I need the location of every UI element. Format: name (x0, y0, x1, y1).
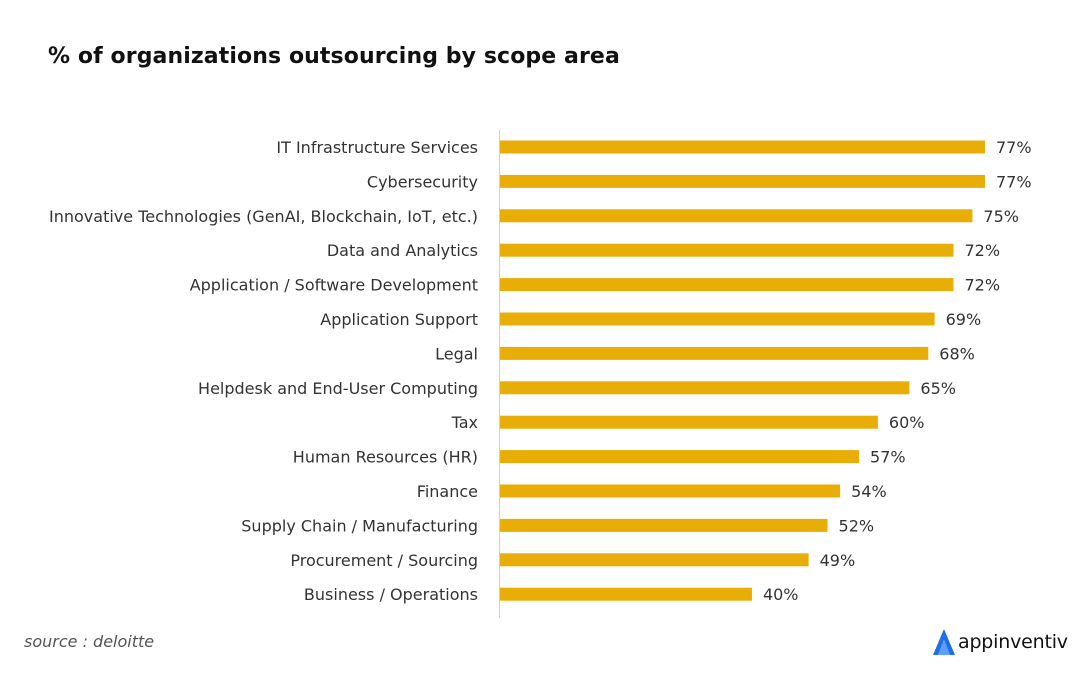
bar (500, 587, 752, 601)
bar (500, 278, 954, 292)
data-label: 77% (996, 172, 1032, 191)
chart-title: % of organizations outsourcing by scope … (48, 44, 620, 69)
data-label: 49% (820, 551, 856, 570)
data-label: 52% (839, 516, 875, 535)
category-label: Human Resources (HR) (293, 448, 478, 467)
brand-logo: appinventiv (932, 628, 1068, 656)
data-label: 72% (965, 276, 1001, 295)
data-label: 69% (946, 310, 982, 329)
data-label: 68% (939, 344, 975, 363)
category-label: Application / Software Development (190, 276, 478, 295)
category-label: Business / Operations (304, 585, 478, 604)
source-note: source : deloitte (24, 632, 155, 651)
category-label: Helpdesk and End-User Computing (198, 379, 478, 398)
category-label: Supply Chain / Manufacturing (241, 516, 478, 535)
bar (500, 450, 860, 464)
bar (500, 415, 878, 429)
category-label: Application Support (320, 310, 478, 329)
data-label: 60% (889, 413, 925, 432)
appinventiv-logo-icon (933, 629, 955, 655)
data-label: 75% (983, 207, 1019, 226)
bar (500, 381, 910, 395)
category-label: Cybersecurity (367, 172, 478, 191)
bar (500, 346, 929, 360)
bar (500, 312, 935, 326)
category-label: Legal (435, 344, 478, 363)
bar (500, 518, 828, 532)
category-label: Tax (451, 413, 478, 432)
bar (500, 174, 985, 188)
bar (500, 209, 973, 223)
bar (500, 140, 985, 154)
data-label: 77% (996, 138, 1032, 157)
data-label: 72% (965, 241, 1001, 260)
category-label: Data and Analytics (327, 241, 478, 260)
bar (500, 484, 841, 498)
category-label: IT Infrastructure Services (276, 138, 478, 157)
category-label: Procurement / Sourcing (290, 551, 478, 570)
category-label: Innovative Technologies (GenAI, Blockcha… (49, 207, 478, 226)
data-label: 40% (763, 585, 799, 604)
bar-chart: IT Infrastructure Services 77% Cybersecuri… (49, 130, 1032, 618)
category-label: Finance (417, 482, 478, 501)
data-label: 54% (851, 482, 887, 501)
data-label: 57% (870, 448, 906, 467)
brand-name: appinventiv (958, 631, 1068, 653)
data-label: 65% (920, 379, 956, 398)
bar (500, 553, 809, 567)
bar (500, 243, 954, 257)
